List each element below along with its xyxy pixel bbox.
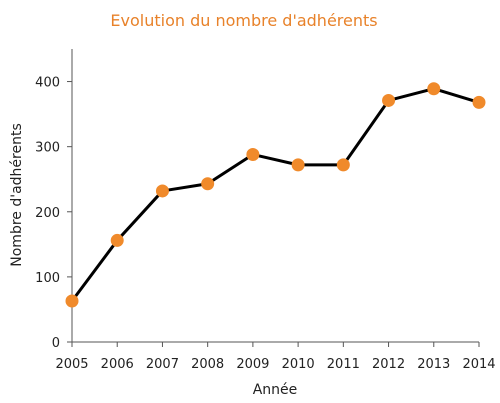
chart-title: Evolution du nombre d'adhérents	[110, 11, 377, 30]
data-point-marker	[336, 158, 350, 172]
y-axis-title: Nombre d'adhérents	[9, 123, 25, 266]
series-line	[70, 87, 481, 303]
x-tick-group: 2005 2006 2007 2008 2009 2010 2011 2012 2013 2014	[55, 342, 496, 372]
data-point-marker	[110, 233, 124, 247]
data-point-marker	[155, 184, 169, 198]
axes	[71, 49, 479, 343]
x-tick-label: 2007	[146, 357, 179, 372]
y-tick-label: 0	[52, 336, 60, 351]
data-point-marker	[291, 158, 305, 172]
y-tick-label: 400	[35, 76, 60, 91]
x-tick-label: 2006	[101, 357, 134, 372]
x-tick-label: 2013	[417, 357, 450, 372]
y-tick-label: 100	[35, 271, 60, 286]
data-point-marker	[246, 147, 260, 161]
x-tick-label: 2012	[372, 357, 405, 372]
x-tick-label: 2008	[191, 357, 224, 372]
x-tick-label: 2010	[282, 357, 315, 372]
data-point-marker	[201, 177, 215, 191]
x-tick-label: 2011	[327, 357, 360, 372]
x-tick-label: 2005	[55, 357, 88, 372]
y-tick-label: 300	[35, 141, 60, 156]
y-tick-group: 0 100 200 300 400	[35, 76, 72, 351]
series-markers	[65, 82, 486, 308]
data-point-marker	[427, 82, 441, 96]
data-point-marker	[472, 95, 486, 109]
x-tick-label: 2009	[236, 357, 269, 372]
data-point-marker	[65, 294, 79, 308]
y-tick-label: 200	[35, 206, 60, 221]
data-point-marker	[382, 93, 396, 107]
x-tick-label: 2014	[462, 357, 495, 372]
x-axis-title: Année	[253, 382, 298, 398]
